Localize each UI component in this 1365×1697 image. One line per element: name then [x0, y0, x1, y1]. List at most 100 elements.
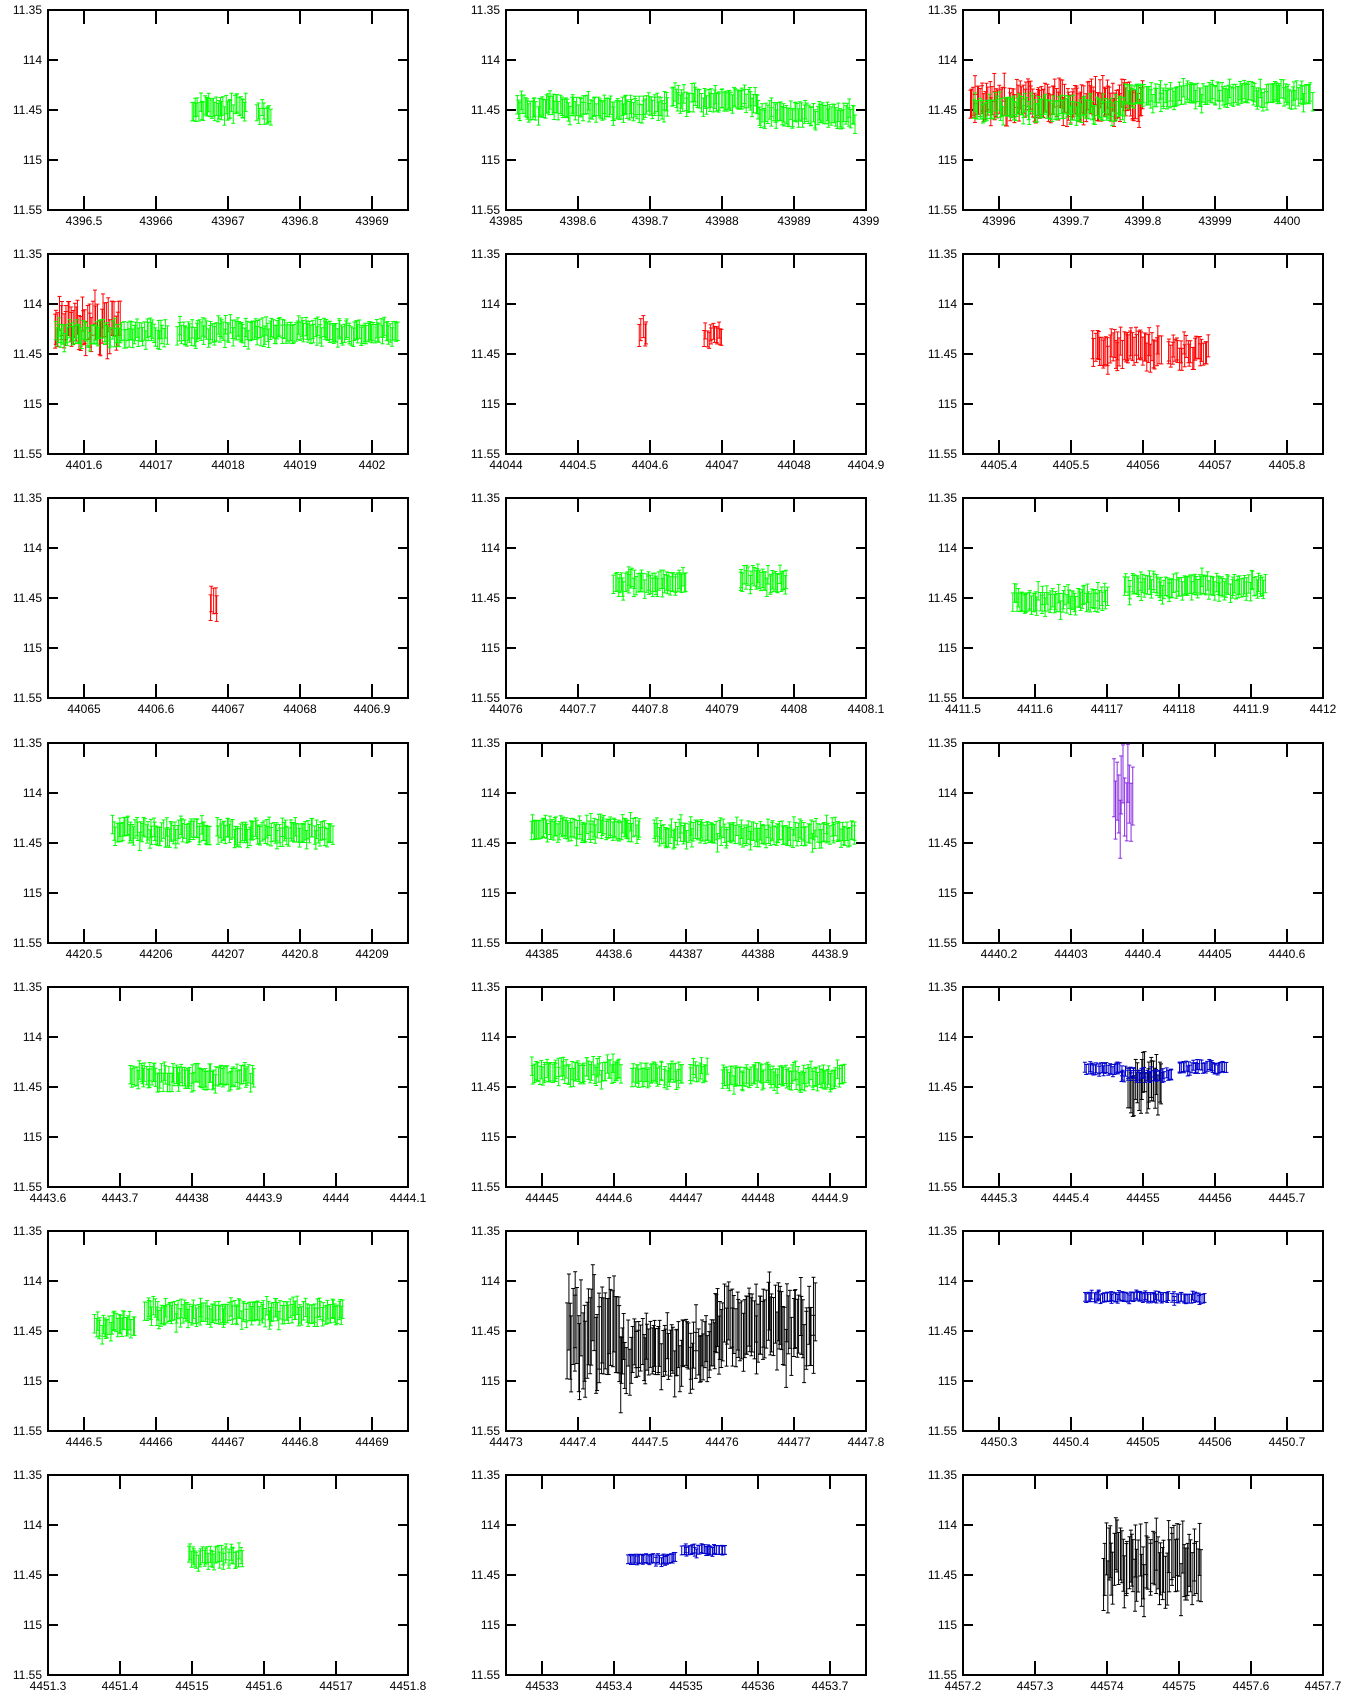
data-point: [694, 1065, 699, 1083]
x-tick-label: 44048: [777, 458, 811, 472]
data-point: [850, 820, 855, 840]
data-point: [153, 327, 158, 347]
data-point: [717, 1545, 722, 1555]
data-point: [1105, 1292, 1110, 1303]
data-point: [1210, 79, 1215, 100]
data-point: [813, 111, 818, 131]
data-point: [656, 101, 661, 121]
data-point: [1105, 586, 1110, 607]
y-tick-label: 11.35: [471, 1468, 500, 1482]
data-point: [599, 1070, 604, 1090]
x-tick-label: 4444.9: [812, 1191, 849, 1205]
data-point: [670, 572, 675, 592]
data-point: [195, 818, 200, 839]
data-point: [159, 324, 164, 345]
y-tick-label: 11.35: [13, 247, 42, 261]
data-point: [995, 98, 1000, 119]
data-point: [604, 818, 609, 839]
x-tick-label: 4453.7: [812, 1679, 849, 1693]
data-point: [244, 1308, 249, 1329]
y-tick-label: 114: [938, 297, 957, 311]
y-tick-label: 115: [23, 1618, 42, 1632]
y-tick-label: 115: [23, 641, 42, 655]
y-tick-label: 11.35: [928, 980, 957, 994]
data-point: [227, 100, 232, 120]
x-tick-label: 44505: [1126, 1435, 1160, 1449]
data-point: [692, 82, 697, 102]
data-point: [583, 1320, 588, 1398]
data-point: [1154, 87, 1159, 108]
x-tick-label: 4451.6: [246, 1679, 283, 1693]
x-tick-label: 4451.3: [30, 1679, 67, 1693]
data-point: [703, 89, 708, 109]
y-tick-label: 11.45: [13, 1080, 42, 1094]
data-point: [1220, 86, 1225, 106]
data-point: [268, 108, 273, 126]
data-point: [1080, 96, 1085, 117]
x-tick-label: 44047: [705, 458, 739, 472]
data-point: [578, 97, 583, 118]
y-tick-label: 11.45: [13, 1324, 42, 1338]
data-point: [344, 318, 349, 338]
data-point: [83, 322, 88, 342]
data-point: [213, 1066, 218, 1086]
data-point: [1217, 89, 1222, 110]
data-point: [56, 323, 61, 344]
data-point: [1094, 96, 1099, 117]
data-point: [1185, 80, 1190, 100]
x-tick-label: 44387: [669, 947, 703, 961]
data-point: [351, 327, 356, 348]
series-1: [128, 1060, 256, 1094]
x-tick-label: 44455: [1126, 1191, 1160, 1205]
data-point: [243, 92, 248, 113]
data-point: [693, 1061, 698, 1079]
data-point: [1116, 97, 1121, 118]
data-point: [190, 1304, 195, 1324]
data-point: [1158, 92, 1163, 113]
data-point: [1129, 88, 1134, 108]
data-point: [768, 575, 773, 595]
data-point: [608, 95, 613, 115]
data-point: [769, 97, 774, 117]
x-tick-label: 44448: [741, 1191, 775, 1205]
data-point: [1308, 82, 1313, 102]
data-point: [676, 1068, 681, 1089]
x-tick-label: 44466: [139, 1435, 173, 1449]
plot-frame: [505, 1474, 867, 1676]
data-point: [235, 1063, 240, 1084]
data-point: [975, 100, 980, 120]
data-point: [611, 574, 616, 595]
data-point: [1153, 83, 1158, 103]
y-tick-label: 114: [481, 1274, 500, 1288]
x-tick-label: 4405.5: [1053, 458, 1090, 472]
y-tick-label: 11.35: [13, 491, 42, 505]
data-point: [234, 93, 239, 113]
data-point: [337, 1300, 342, 1321]
x-tick-label: 4451.4: [102, 1679, 139, 1693]
y-tick-label: 11.45: [13, 347, 42, 361]
data-point: [1310, 92, 1315, 112]
panel-6: 11.35 114 11.45 115 11.55 4405.4 4405.5 44056 44…: [928, 247, 1324, 472]
data-point: [71, 321, 76, 342]
data-point: [1250, 81, 1255, 102]
data-point: [583, 95, 588, 115]
y-tick-label: 11.35: [471, 491, 500, 505]
y-tick-label: 11.55: [471, 1668, 500, 1682]
x-tick-label: 44209: [355, 947, 389, 961]
y-tick-label: 114: [938, 1274, 957, 1288]
data-point: [687, 92, 692, 113]
data-point: [568, 818, 573, 838]
data-point: [716, 93, 721, 113]
series-1: [208, 585, 219, 622]
x-tick-label: 4411.5: [945, 702, 981, 716]
series-1: [1112, 743, 1135, 859]
y-tick-label: 11.35: [471, 247, 500, 261]
y-tick-label: 114: [481, 1518, 500, 1532]
plot-frame: [505, 253, 867, 455]
data-point: [644, 95, 649, 115]
x-tick-label: 4404.5: [560, 458, 597, 472]
data-point: [802, 104, 807, 124]
data-point: [560, 96, 565, 116]
x-tick-label: 4440.2: [981, 947, 1018, 961]
